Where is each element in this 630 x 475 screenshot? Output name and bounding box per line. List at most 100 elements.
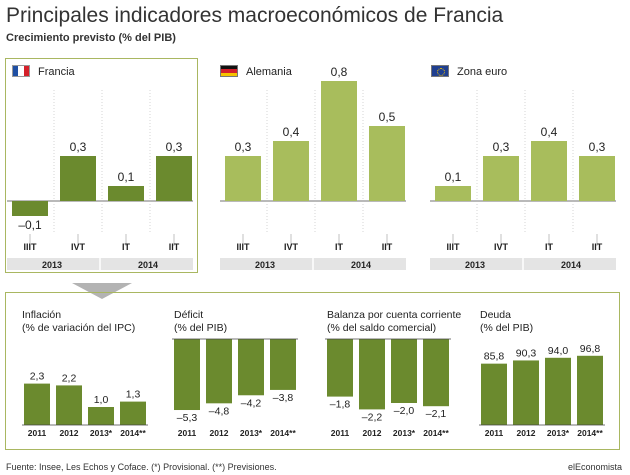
- value-label: 0,4: [283, 125, 300, 139]
- bar: [359, 339, 385, 410]
- category-label: IT: [545, 242, 554, 252]
- category-label: 2014**: [577, 428, 603, 438]
- bar: [273, 141, 309, 201]
- category-label: 2014**: [270, 428, 296, 438]
- value-label: 96,8: [580, 343, 601, 355]
- year-label: 2013: [465, 260, 485, 270]
- bar: [321, 81, 357, 201]
- bar: [577, 355, 603, 425]
- bar: [579, 156, 615, 201]
- bar: [513, 360, 539, 425]
- bar: [270, 339, 296, 390]
- value-label: 1,0: [94, 394, 109, 406]
- value-label: 0,3: [235, 140, 252, 154]
- bar: [56, 385, 82, 425]
- category-label: 2011: [485, 428, 504, 438]
- category-label: 2012: [517, 428, 536, 438]
- category-label: IVT: [284, 242, 299, 252]
- value-label: 0,1: [445, 170, 462, 184]
- value-label: 85,8: [484, 351, 505, 363]
- year-label: 2014: [351, 260, 371, 270]
- bar: [88, 407, 114, 425]
- category-label: IIT: [382, 242, 393, 252]
- inflacion-title: Inflación (% de variación del IPC): [22, 309, 135, 335]
- bar: [531, 141, 567, 201]
- value-label: 0,4: [541, 125, 558, 139]
- value-label: 1,3: [126, 389, 141, 401]
- value-label: –4,2: [241, 397, 262, 409]
- bar: [60, 156, 96, 201]
- bar: [483, 156, 519, 201]
- panel-label-zona-euro: Zona euro: [457, 66, 508, 78]
- category-label: IT: [335, 242, 344, 252]
- category-label: 2014**: [120, 428, 146, 438]
- value-label: 0,3: [166, 140, 183, 154]
- deficit-subtitle-text: (% del PIB): [174, 322, 228, 334]
- value-label: –5,3: [177, 412, 198, 424]
- panel-label-alemania: Alemania: [246, 66, 292, 78]
- category-label: IIT: [592, 242, 603, 252]
- value-label: –4,8: [209, 405, 230, 417]
- category-label: 2013*: [90, 428, 113, 438]
- category-label: 2012: [363, 428, 382, 438]
- category-label: IVT: [494, 242, 509, 252]
- category-label: 2013*: [547, 428, 570, 438]
- inflacion-subtitle-text: (% de variación del IPC): [22, 322, 136, 334]
- deuda-title: Deuda (% del PIB): [480, 309, 533, 335]
- bar: [435, 186, 471, 201]
- bar: [156, 156, 192, 201]
- value-label: 0,1: [118, 170, 135, 184]
- value-label: –1,8: [330, 399, 351, 411]
- bar: [206, 339, 232, 404]
- category-label: 2013*: [240, 428, 263, 438]
- flag-germany-icon: [220, 65, 238, 77]
- bar: [12, 201, 48, 216]
- year-label: 2014: [561, 260, 581, 270]
- category-label: IIT: [169, 242, 180, 252]
- category-label: 2014**: [423, 428, 449, 438]
- category-label: 2011: [178, 428, 197, 438]
- value-label: 0,3: [589, 140, 606, 154]
- balanza-title-text: Balanza por cuenta corriente: [327, 309, 462, 321]
- value-label: 0,3: [70, 140, 87, 154]
- category-label: 2012: [210, 428, 229, 438]
- footer-brand: elEconomista: [567, 462, 622, 472]
- flag-france-icon: [12, 65, 30, 77]
- category-label: 2011: [331, 428, 350, 438]
- bar: [24, 383, 50, 425]
- page-title: Principales indicadores macroeconómicos …: [6, 4, 504, 27]
- category-label: IIIT: [237, 242, 251, 252]
- bar: [545, 357, 571, 425]
- bar: [423, 339, 449, 407]
- bar: [120, 401, 146, 425]
- balanza-title: Balanza por cuenta corriente (% del sald…: [327, 309, 461, 335]
- bar: [327, 339, 353, 397]
- deficit-title: Déficit (% del PIB): [174, 309, 227, 335]
- value-label: 0,3: [493, 140, 510, 154]
- arrow-down-icon: [72, 283, 132, 299]
- bar: [391, 339, 417, 403]
- bar: [369, 126, 405, 201]
- value-label: 2,2: [62, 372, 77, 384]
- footer-source: Fuente: Insee, Les Echos y Coface. (*) P…: [6, 462, 277, 472]
- deficit-title-text: Déficit: [174, 309, 204, 321]
- category-label: 2012: [60, 428, 79, 438]
- year-label: 2014: [138, 260, 158, 270]
- category-label: 2011: [28, 428, 47, 438]
- value-label: –2,2: [362, 411, 383, 423]
- page-subtitle: Crecimiento previsto (% del PIB): [6, 32, 176, 44]
- bar: [225, 156, 261, 201]
- category-label: IIIT: [447, 242, 461, 252]
- panel-label-francia: Francia: [38, 66, 75, 78]
- deuda-subtitle-text: (% del PIB): [480, 322, 534, 334]
- flag-eurozone-icon: [431, 65, 449, 77]
- value-label: 2,3: [30, 371, 45, 383]
- value-label: 0,8: [331, 65, 348, 79]
- inflacion-title-text: Inflación: [22, 309, 62, 321]
- bar: [238, 339, 264, 396]
- year-label: 2013: [42, 260, 62, 270]
- bar: [108, 186, 144, 201]
- value-label: –2,0: [394, 405, 415, 417]
- category-label: IVT: [71, 242, 86, 252]
- category-label: IT: [122, 242, 131, 252]
